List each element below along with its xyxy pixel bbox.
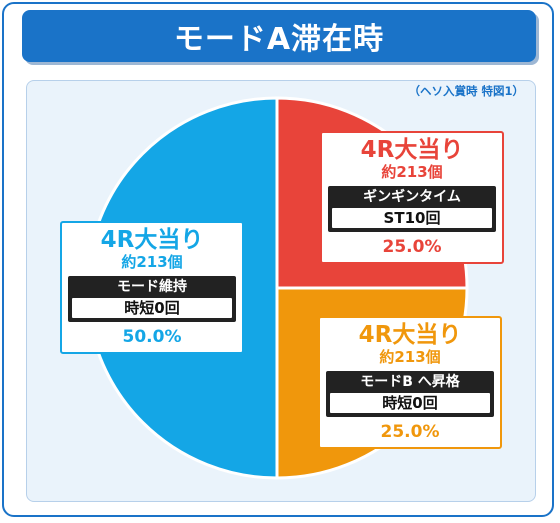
label-count: 約213個 <box>379 348 441 366</box>
label-count: 約213個 <box>121 253 183 271</box>
chart-note: （ヘソ入賞時 特図1） <box>408 84 524 98</box>
tag-value: 時短0回 <box>330 393 490 413</box>
chart-title: モードA滞在時 <box>22 10 536 62</box>
tag-name: モード維持 <box>117 279 187 295</box>
label-count: 約213個 <box>381 163 443 181</box>
label-head: 4R大当り <box>360 137 464 163</box>
label-tag: モード維持 時短0回 <box>68 276 236 322</box>
slice-percent: 50.0% <box>122 327 182 347</box>
label-box-mode-keep: 4R大当り 約213個 モード維持 時短0回 50.0% <box>60 221 244 354</box>
tag-name: ギンギンタイム <box>363 189 461 205</box>
slice-percent: 25.0% <box>380 422 440 442</box>
label-box-mode-b-upgrade: 4R大当り 約213個 モードB へ昇格 時短0回 25.0% <box>318 316 502 449</box>
label-box-gingin-time: 4R大当り 約213個 ギンギンタイム ST10回 25.0% <box>320 131 504 264</box>
label-tag: ギンギンタイム ST10回 <box>328 186 496 232</box>
tag-value: ST10回 <box>332 208 492 228</box>
label-head: 4R大当り <box>358 322 462 348</box>
label-head: 4R大当り <box>100 227 204 253</box>
label-tag: モードB へ昇格 時短0回 <box>326 371 494 417</box>
tag-name: モードB へ昇格 <box>360 374 460 390</box>
tag-value: 時短0回 <box>72 298 232 318</box>
slice-percent: 25.0% <box>382 237 442 257</box>
